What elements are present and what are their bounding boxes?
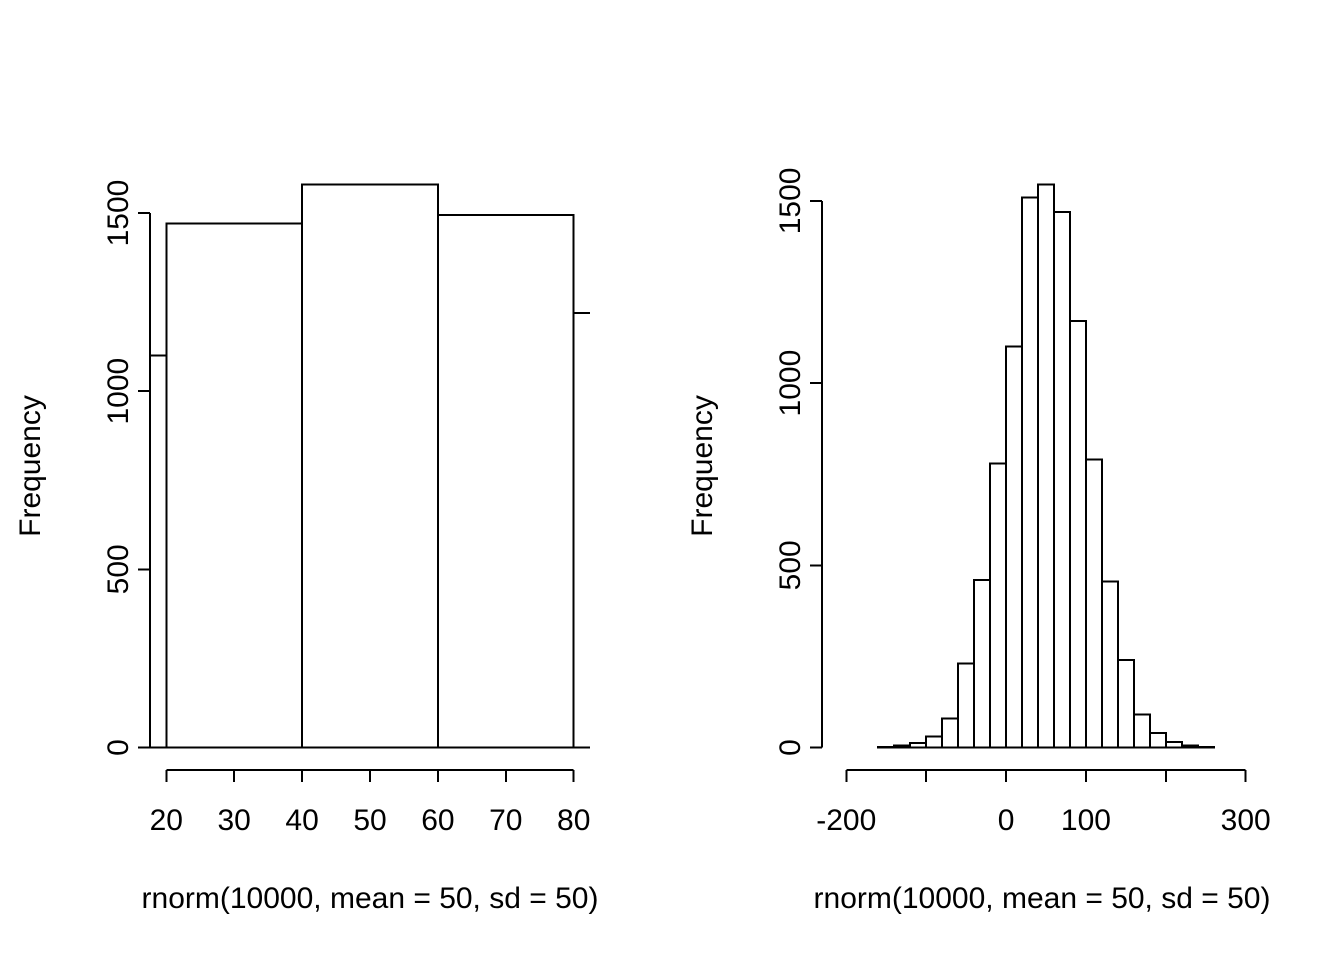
- histogram-bar: [301, 183, 439, 749]
- x-axis-title: rnorm(10000, mean = 50, sd = 50): [142, 882, 599, 915]
- axes-group: [810, 199, 1247, 782]
- histogram-bar: [1084, 458, 1103, 749]
- x-tick-label: 20: [150, 804, 183, 837]
- histogram-bar: [877, 745, 896, 749]
- histogram-bar: [941, 717, 960, 749]
- x-tick-label: 70: [489, 804, 522, 837]
- y-tick-label: 1000: [102, 358, 135, 425]
- histogram-bar: [1021, 196, 1040, 749]
- histogram-bar: [150, 354, 168, 749]
- y-tick-label: 1500: [102, 180, 135, 247]
- x-tick-label: 30: [218, 804, 251, 837]
- histogram-bar: [1164, 741, 1183, 749]
- y-axis-title: Frequency: [686, 395, 719, 537]
- y-tick-label: 1000: [774, 350, 807, 417]
- bars-group: [877, 183, 1215, 749]
- histogram-panel-left: rnorm(10000, mean = 50, sd = 50) Frequen…: [14, 180, 599, 915]
- histogram-bar: [1068, 320, 1087, 749]
- tick-labels-group: 20 30 40 50 60 70 80 0 500 1000 1500: [102, 180, 590, 837]
- x-tick-label: -200: [816, 804, 876, 837]
- histogram-bar: [165, 222, 304, 749]
- x-axis-title: rnorm(10000, mean = 50, sd = 50): [814, 882, 1271, 915]
- histogram-bar: [973, 578, 992, 749]
- histogram-bar: [1148, 731, 1167, 749]
- y-axis-title: Frequency: [14, 395, 47, 537]
- histogram-bar: [925, 735, 944, 749]
- histogram-bar: [989, 462, 1008, 749]
- histogram-bar: [893, 744, 912, 749]
- y-tick-label: 1500: [774, 168, 807, 235]
- x-tick-label: 100: [1061, 804, 1111, 837]
- y-tick-label: 0: [774, 739, 807, 756]
- histogram-bar: [1180, 744, 1199, 749]
- histogram-bar: [436, 213, 575, 749]
- y-tick-label: 0: [102, 739, 135, 756]
- histogram-panel-right: rnorm(10000, mean = 50, sd = 50) Frequen…: [686, 168, 1271, 915]
- histogram-bar: [572, 311, 590, 749]
- histogram-bar: [1052, 210, 1071, 749]
- histogram-bar: [909, 742, 928, 749]
- y-tick-label: 500: [102, 544, 135, 594]
- x-tick-label: 0: [998, 804, 1015, 837]
- histogram-bar: [1100, 580, 1119, 749]
- histogram-bar: [1116, 659, 1135, 749]
- x-tick-label: 60: [421, 804, 454, 837]
- tick-labels-group: -200 0 100 300 0 500 1000 1500: [774, 168, 1271, 837]
- histogram-bar: [1005, 345, 1024, 749]
- x-tick-label: 40: [285, 804, 318, 837]
- histogram-bar: [1196, 745, 1215, 749]
- histogram-bar: [1132, 713, 1151, 749]
- bars-group: [150, 183, 590, 749]
- x-tick-label: 300: [1221, 804, 1271, 837]
- x-tick-label: 80: [557, 804, 590, 837]
- histogram-bar: [957, 662, 976, 749]
- x-tick-label: 50: [353, 804, 386, 837]
- histogram-bar: [1037, 183, 1055, 749]
- axes-group: [138, 212, 575, 782]
- y-tick-label: 500: [774, 540, 807, 590]
